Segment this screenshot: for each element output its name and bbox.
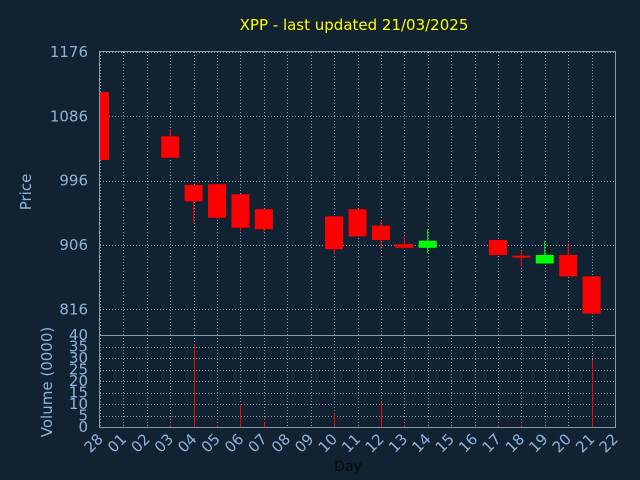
price-y-ticks: 1176 1086 996 906 816 bbox=[50, 43, 88, 318]
candle-body bbox=[418, 240, 437, 248]
price-grid bbox=[100, 52, 616, 335]
volume-tick-label: 10 bbox=[69, 395, 88, 413]
volume-bars bbox=[170, 344, 593, 427]
candle-body bbox=[371, 225, 390, 240]
x-ticks: 2801020304050607080910111213141516171819… bbox=[81, 430, 622, 456]
x-axis-label: Day bbox=[334, 459, 362, 475]
candle-body bbox=[100, 92, 109, 160]
volume-tick-label: 30 bbox=[69, 349, 88, 367]
price-tick-label: 1086 bbox=[50, 107, 88, 125]
volume-tick-label: 35 bbox=[69, 338, 88, 356]
volume-tick-label: 0 bbox=[78, 418, 88, 436]
volume-tick-label: 15 bbox=[69, 384, 88, 402]
volume-tick-label: 20 bbox=[69, 372, 88, 390]
volume-tick-label: 25 bbox=[69, 361, 88, 379]
price-tick-label: 1176 bbox=[50, 43, 88, 61]
candle-body bbox=[184, 184, 203, 202]
volume-axis-label: Volume (0000) bbox=[38, 327, 56, 437]
candle-body bbox=[512, 255, 531, 258]
candle-body bbox=[161, 136, 180, 158]
volume-tick-label: 40 bbox=[69, 326, 88, 344]
chart-title: XPP - last updated 21/03/2025 bbox=[240, 16, 469, 34]
price-axis-label: Price bbox=[17, 174, 35, 211]
candle-body bbox=[582, 276, 601, 314]
candle-body bbox=[348, 209, 367, 237]
candle-body bbox=[535, 254, 554, 264]
candle-body bbox=[231, 194, 250, 228]
price-tick-label: 906 bbox=[59, 236, 88, 254]
candle-body bbox=[488, 239, 507, 255]
price-tick-label: 816 bbox=[59, 300, 88, 318]
volume-panel-frame bbox=[99, 335, 616, 428]
candle-body bbox=[325, 216, 344, 250]
candle-body bbox=[395, 244, 414, 248]
price-tick-label: 996 bbox=[59, 172, 88, 190]
volume-tick-label: 5 bbox=[78, 407, 88, 425]
candle-body bbox=[559, 254, 578, 277]
candle-body bbox=[208, 184, 227, 218]
candle-body bbox=[254, 209, 273, 230]
candles bbox=[99, 92, 601, 314]
